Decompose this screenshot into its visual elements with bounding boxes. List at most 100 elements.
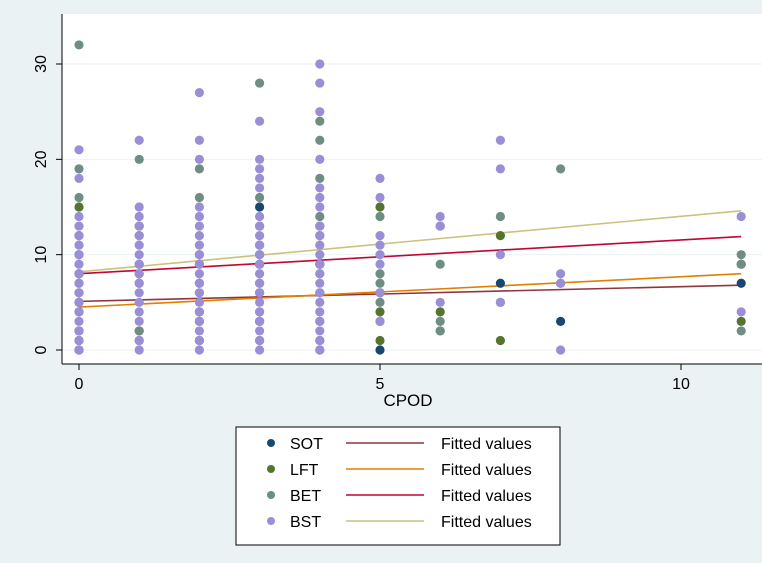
data-point [255,164,265,174]
y-ticks: 0 10 20 30 [33,55,62,354]
data-point [255,316,265,326]
data-point [194,202,204,212]
data-point [375,173,385,183]
legend-marker [267,517,275,525]
data-point [194,88,204,98]
x-tick-label: 0 [75,376,84,393]
data-point [134,269,144,279]
data-point [194,316,204,326]
data-point [255,221,265,231]
data-point [255,335,265,346]
data-point [435,259,445,269]
data-point [315,221,325,231]
data-point [134,211,144,222]
data-point [255,250,265,260]
data-point [194,307,204,317]
data-point [134,326,144,336]
data-point [134,288,144,298]
data-point [375,316,385,326]
data-point [74,278,84,288]
data-point [495,278,505,288]
data-point [315,297,325,307]
data-point [74,164,84,174]
data-point [194,326,204,336]
fitted-line [78,284,742,303]
data-point [255,307,265,317]
data-point [315,78,325,88]
data-point [315,335,325,346]
data-point [495,231,505,241]
data-point [134,297,144,307]
data-point [315,278,325,288]
plot-area [62,14,762,364]
data-point [736,278,746,288]
data-point [74,145,84,155]
legend-fit-label: Fitted values [441,436,532,453]
data-point [736,326,746,336]
legend-series-label: LFT [290,462,319,479]
data-point [74,240,84,250]
data-point [315,154,325,164]
data-point [315,183,325,193]
data-point [315,240,325,250]
data-point [736,307,746,317]
data-point [435,297,445,307]
data-points [74,40,746,355]
data-point [556,316,566,326]
data-point [435,316,445,326]
axes [61,14,762,365]
data-point [315,288,325,298]
data-point [315,307,325,317]
data-point [194,221,204,231]
data-point [375,297,385,307]
data-point [74,250,84,260]
data-point [495,250,505,260]
data-point [74,335,84,346]
data-point [74,40,84,50]
data-point [134,307,144,317]
data-point [74,192,84,203]
data-point [194,154,204,164]
data-point [375,192,385,203]
data-point [556,164,566,174]
data-point [74,221,84,231]
data-point [255,269,265,279]
data-point [315,173,325,183]
fitted-line [78,235,742,275]
data-point [255,259,265,269]
data-point [134,259,144,269]
data-point [375,211,385,222]
data-point [375,240,385,250]
data-point [74,231,84,241]
data-point [315,316,325,326]
data-point [556,278,566,288]
y-tick-label: 30 [33,55,50,73]
legend: SOT Fitted values LFT Fitted values BET Fitte… [235,426,561,546]
data-point [74,173,84,183]
data-point [74,316,84,326]
legend-series-label: BET [290,488,321,505]
data-point [134,278,144,288]
data-point [435,211,445,222]
fitted-line [78,272,742,308]
data-point [134,221,144,231]
gridlines [62,63,762,351]
x-ticks: 0 5 10 [75,364,690,393]
data-point [194,135,204,145]
data-point [736,259,746,269]
y-tick-label: 0 [33,345,50,354]
legend-box [235,426,561,546]
data-point [194,259,204,269]
data-point [495,211,505,222]
data-point [255,278,265,288]
data-point [194,250,204,260]
data-point [315,116,325,126]
legend-series-label: BST [290,514,321,531]
legend-fit-label: Fitted values [441,462,532,479]
x-tick-label: 10 [672,376,690,393]
data-point [74,307,84,317]
x-tick-label: 5 [376,376,385,393]
legend-fit-label: Fitted values [441,488,532,505]
data-point [736,250,746,260]
data-point [194,240,204,250]
